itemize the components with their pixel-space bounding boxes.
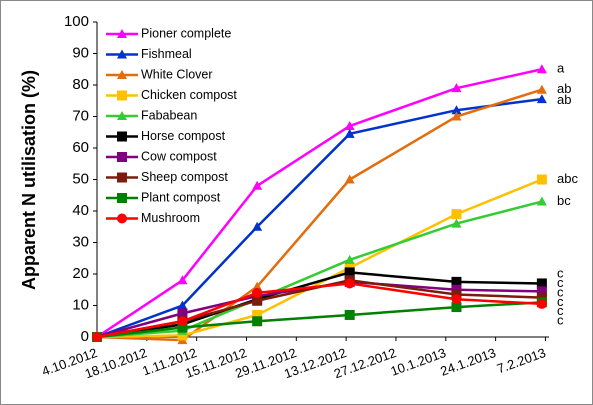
data-point	[536, 174, 547, 185]
annotation: abc	[557, 171, 578, 186]
y-tick-label: 100	[64, 13, 89, 30]
data-point	[536, 64, 547, 74]
data-point	[536, 84, 547, 94]
series	[92, 278, 547, 342]
y-tick-label: 10	[72, 296, 89, 313]
y-tick-label: 50	[72, 170, 89, 187]
annotation: a	[557, 61, 565, 76]
annotation: c	[557, 303, 564, 318]
data-point	[344, 278, 355, 289]
legend-label: White Clover	[141, 67, 213, 81]
legend-label: Chicken compost	[141, 88, 237, 102]
data-point	[344, 128, 355, 138]
data-point	[252, 309, 263, 320]
annotation: c	[557, 294, 564, 309]
data-point	[536, 286, 547, 297]
legend-marker	[117, 152, 127, 162]
annotation: ab	[557, 81, 571, 96]
annotation: bc	[557, 193, 571, 208]
legend-marker	[117, 172, 127, 183]
legend-label: Pioner complete	[141, 26, 231, 40]
legend-label: Cow compost	[141, 149, 217, 163]
annotation: c	[557, 313, 564, 328]
data-point	[252, 180, 263, 190]
legend-label: Horse compost	[141, 129, 226, 143]
annotation: c	[557, 275, 564, 290]
data-point	[536, 278, 547, 289]
data-point	[92, 332, 102, 342]
data-point	[536, 94, 547, 104]
legend-marker	[117, 213, 127, 224]
data-point	[451, 83, 462, 93]
data-point	[252, 316, 263, 327]
annotation: c	[557, 265, 564, 280]
series-line	[96, 301, 542, 339]
series-line	[96, 88, 543, 342]
legend-marker	[117, 111, 127, 120]
data-point	[451, 276, 462, 287]
data-point	[177, 308, 188, 319]
y-tick-label: 20	[72, 265, 89, 282]
legend-marker	[117, 70, 127, 79]
data-point	[177, 322, 188, 333]
y-tick-label: 30	[72, 233, 89, 250]
data-point	[344, 267, 355, 278]
legend-marker	[117, 29, 127, 38]
data-point	[252, 287, 263, 298]
annotation: c	[557, 284, 564, 299]
annotation: ab	[557, 92, 571, 107]
data-point	[344, 174, 355, 184]
y-tick-label: 80	[72, 76, 89, 93]
y-tick-label: 0	[81, 328, 89, 345]
legend-marker	[117, 49, 127, 59]
data-point	[344, 120, 355, 130]
data-point	[252, 221, 263, 231]
y-tick-label: 40	[72, 202, 89, 219]
data-point	[451, 209, 462, 220]
data-point	[536, 298, 547, 309]
legend-marker	[117, 90, 127, 101]
data-point	[177, 275, 188, 285]
legend-label: Sheep compost	[141, 170, 228, 184]
series-line	[96, 68, 543, 339]
data-point	[344, 254, 355, 264]
data-point	[177, 330, 188, 341]
data-point	[451, 302, 462, 313]
legend-label: Fababean	[141, 108, 197, 122]
data-point	[252, 281, 263, 291]
legend-label: Plant compost	[141, 190, 221, 204]
y-tick-label: 70	[72, 107, 89, 124]
data-point	[451, 294, 462, 305]
series	[92, 64, 547, 341]
legend-marker	[117, 193, 127, 203]
series-line	[96, 97, 543, 339]
data-point	[252, 295, 263, 306]
series-line	[96, 282, 542, 339]
series-line	[96, 200, 543, 339]
series-line	[96, 271, 542, 339]
y-tick-label: 90	[72, 44, 89, 61]
data-point	[344, 309, 355, 320]
data-point	[177, 300, 188, 310]
data-point	[536, 196, 547, 206]
legend-marker	[117, 131, 127, 142]
data-point	[451, 105, 462, 115]
legend-label: Fishmeal	[141, 47, 192, 61]
legend-label: Mushroom	[141, 211, 200, 225]
data-point	[177, 316, 188, 327]
data-point	[451, 111, 462, 121]
y-axis-label: Apparent N utilisation (%)	[19, 70, 39, 290]
data-point	[451, 218, 462, 228]
y-tick-label: 60	[72, 139, 89, 156]
